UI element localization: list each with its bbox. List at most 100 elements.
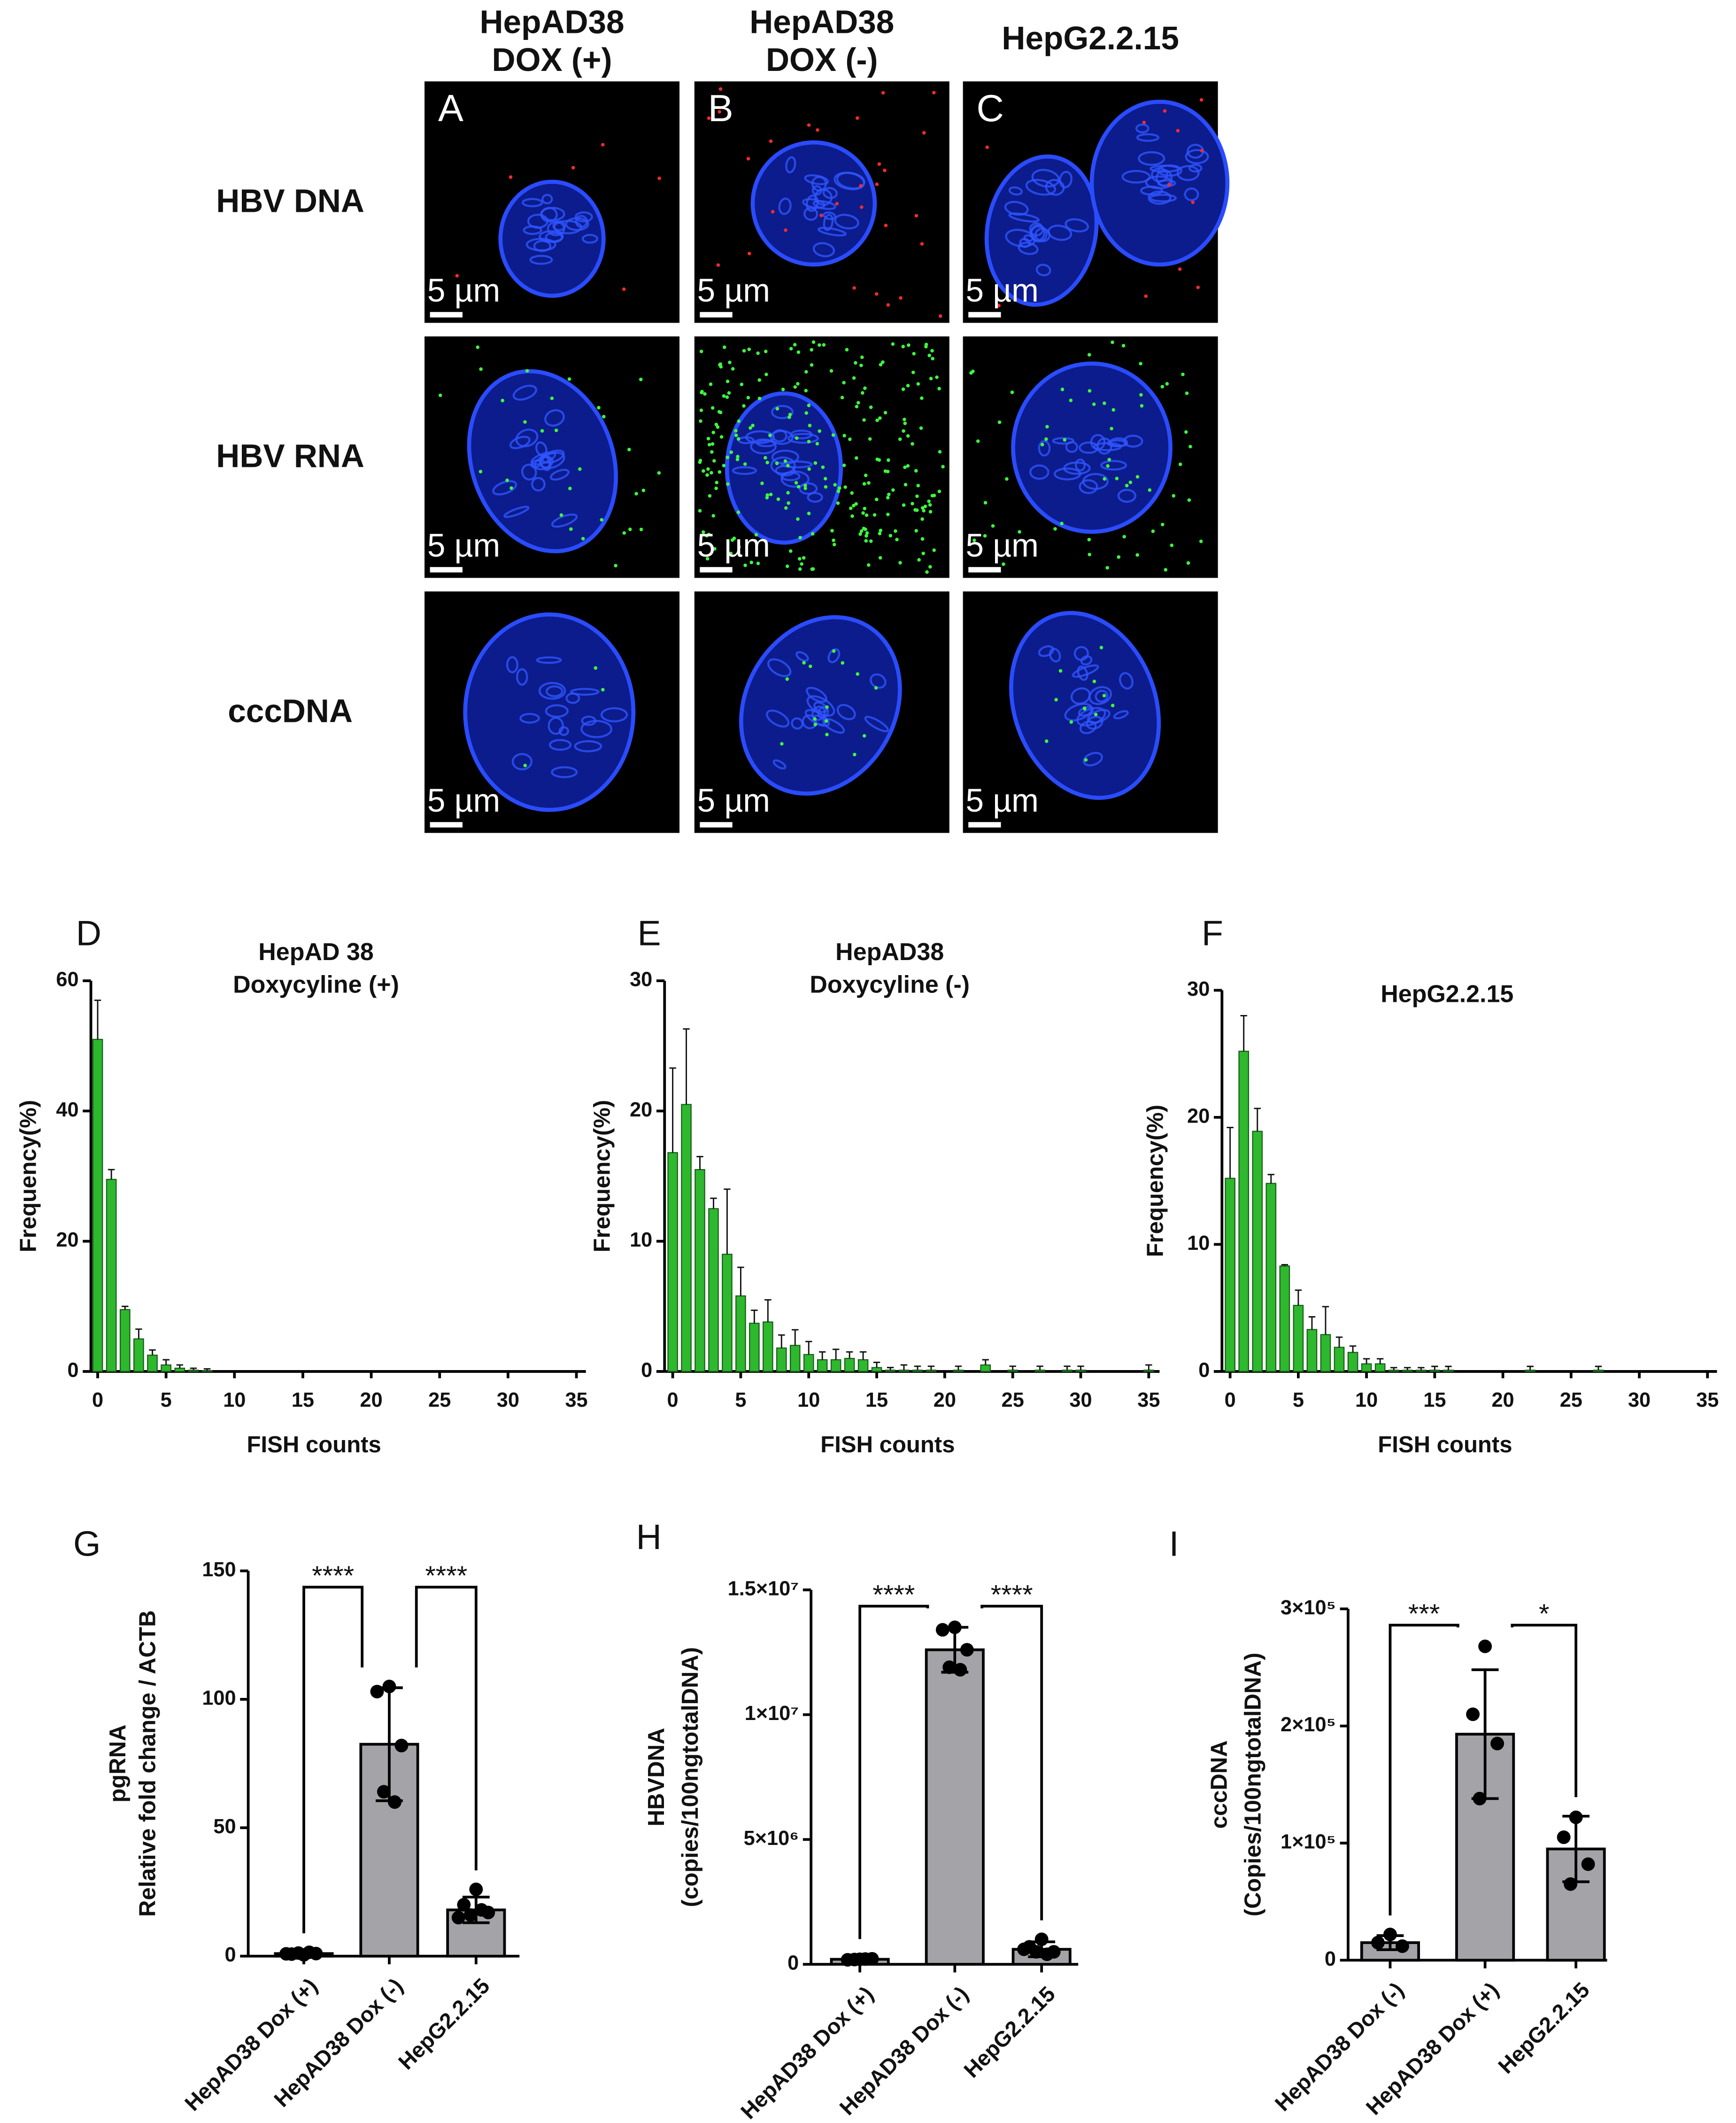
fish-spot — [1165, 382, 1169, 386]
x-tick-label: 5 — [735, 1389, 746, 1411]
fish-spot — [884, 224, 888, 227]
fish-spot — [878, 416, 882, 420]
fish-spot — [862, 527, 866, 530]
fish-spot — [859, 364, 863, 367]
fish-spot — [734, 434, 738, 437]
fish-spot — [903, 418, 906, 421]
fish-spot — [1103, 477, 1106, 481]
fish-spot — [786, 491, 790, 495]
fish-spot — [1106, 464, 1110, 468]
chromatin — [1008, 186, 1023, 196]
bar — [147, 1355, 158, 1372]
fish-spot — [796, 350, 801, 354]
fish-spot — [842, 434, 846, 438]
x-tick-label: 10 — [1355, 1389, 1378, 1411]
fish-spot — [601, 143, 605, 147]
chromatin — [558, 726, 570, 736]
error-bar — [1240, 1015, 1247, 1052]
chromatin — [538, 682, 566, 700]
fish-spot — [796, 485, 801, 489]
x-tick-label: HepG2.2.15 — [959, 1982, 1060, 2083]
fish-spot — [813, 722, 817, 727]
chromatin — [1136, 133, 1159, 142]
chromatin — [1149, 194, 1177, 202]
fish-spot — [699, 408, 703, 412]
data-point — [1029, 1945, 1043, 1959]
chromatin — [551, 766, 578, 778]
bar — [1062, 1370, 1072, 1372]
error-bar — [737, 1266, 744, 1296]
data-point — [848, 1953, 862, 1967]
data-point — [1396, 1939, 1409, 1953]
bar — [926, 1370, 937, 1372]
fish-spot — [841, 661, 845, 665]
fish-spot — [915, 494, 919, 498]
chromatin — [1038, 645, 1055, 657]
fish-spot — [476, 345, 480, 349]
x-tick-label: HepG2.2.15 — [393, 1973, 494, 2074]
fish-spot — [1196, 286, 1200, 289]
fish-spot — [509, 175, 513, 179]
chart-title: HepG2.2.15 — [1381, 981, 1513, 1008]
fish-spot — [509, 486, 513, 490]
fish-spot — [1135, 553, 1139, 557]
fish-spot — [798, 535, 802, 540]
chromatin — [516, 668, 528, 686]
fish-spot — [725, 395, 729, 399]
x-tick-label: 15 — [865, 1389, 888, 1411]
x-tick-label: 35 — [1696, 1389, 1719, 1411]
chromatin — [823, 211, 836, 220]
fish-spot — [765, 496, 769, 500]
fish-spot — [765, 493, 769, 497]
chromatin — [529, 255, 553, 265]
chromatin — [1148, 190, 1172, 205]
bar — [912, 1370, 923, 1372]
fish-spot — [710, 471, 713, 475]
fish-spot — [910, 442, 914, 446]
fish-spot — [1184, 430, 1188, 434]
error-bar — [818, 1351, 826, 1360]
y-tick-label: 10 — [630, 1229, 652, 1251]
chromatin — [540, 451, 565, 469]
y-tick-label: 150 — [202, 1558, 236, 1581]
fish-spot — [501, 399, 504, 403]
fish-spot — [797, 557, 802, 561]
fish-spot — [842, 463, 846, 467]
chart-title: HepAD38 — [835, 938, 944, 966]
fish-spot — [710, 406, 715, 410]
bar — [1238, 1051, 1250, 1372]
chromatin — [548, 717, 564, 735]
chromatin — [1077, 665, 1088, 681]
chromatin — [770, 456, 796, 475]
fish-spot — [780, 742, 784, 746]
error-bar — [1322, 1306, 1329, 1335]
fish-spot — [883, 411, 887, 415]
fish-spot — [786, 464, 790, 468]
fish-spot — [728, 360, 732, 364]
chromatin — [1079, 479, 1098, 494]
chromatin — [771, 405, 794, 419]
chromatin — [1150, 164, 1180, 173]
bar — [1388, 1370, 1399, 1372]
x-tick-label: 30 — [1628, 1389, 1651, 1411]
chromatin — [1064, 703, 1093, 721]
fish-spot — [706, 467, 710, 471]
fish-spot — [867, 481, 871, 485]
error-bar — [1295, 1289, 1302, 1306]
error-bar — [900, 1364, 908, 1371]
fish-spot — [872, 513, 877, 517]
fish-spot — [985, 145, 989, 149]
chromatin — [1038, 440, 1051, 457]
y-tick-label: 20 — [630, 1099, 652, 1121]
fish-spot — [707, 116, 711, 120]
fish-spot — [1199, 98, 1204, 102]
chromatin — [750, 438, 777, 455]
fish-spot — [852, 376, 856, 380]
fish-spot — [594, 666, 598, 670]
fish-spot — [1045, 739, 1049, 743]
chromatin — [1095, 690, 1109, 703]
fish-spot — [850, 514, 854, 518]
bar — [161, 1364, 172, 1372]
x-tick-label: 20 — [360, 1389, 383, 1411]
bar — [722, 1254, 733, 1372]
